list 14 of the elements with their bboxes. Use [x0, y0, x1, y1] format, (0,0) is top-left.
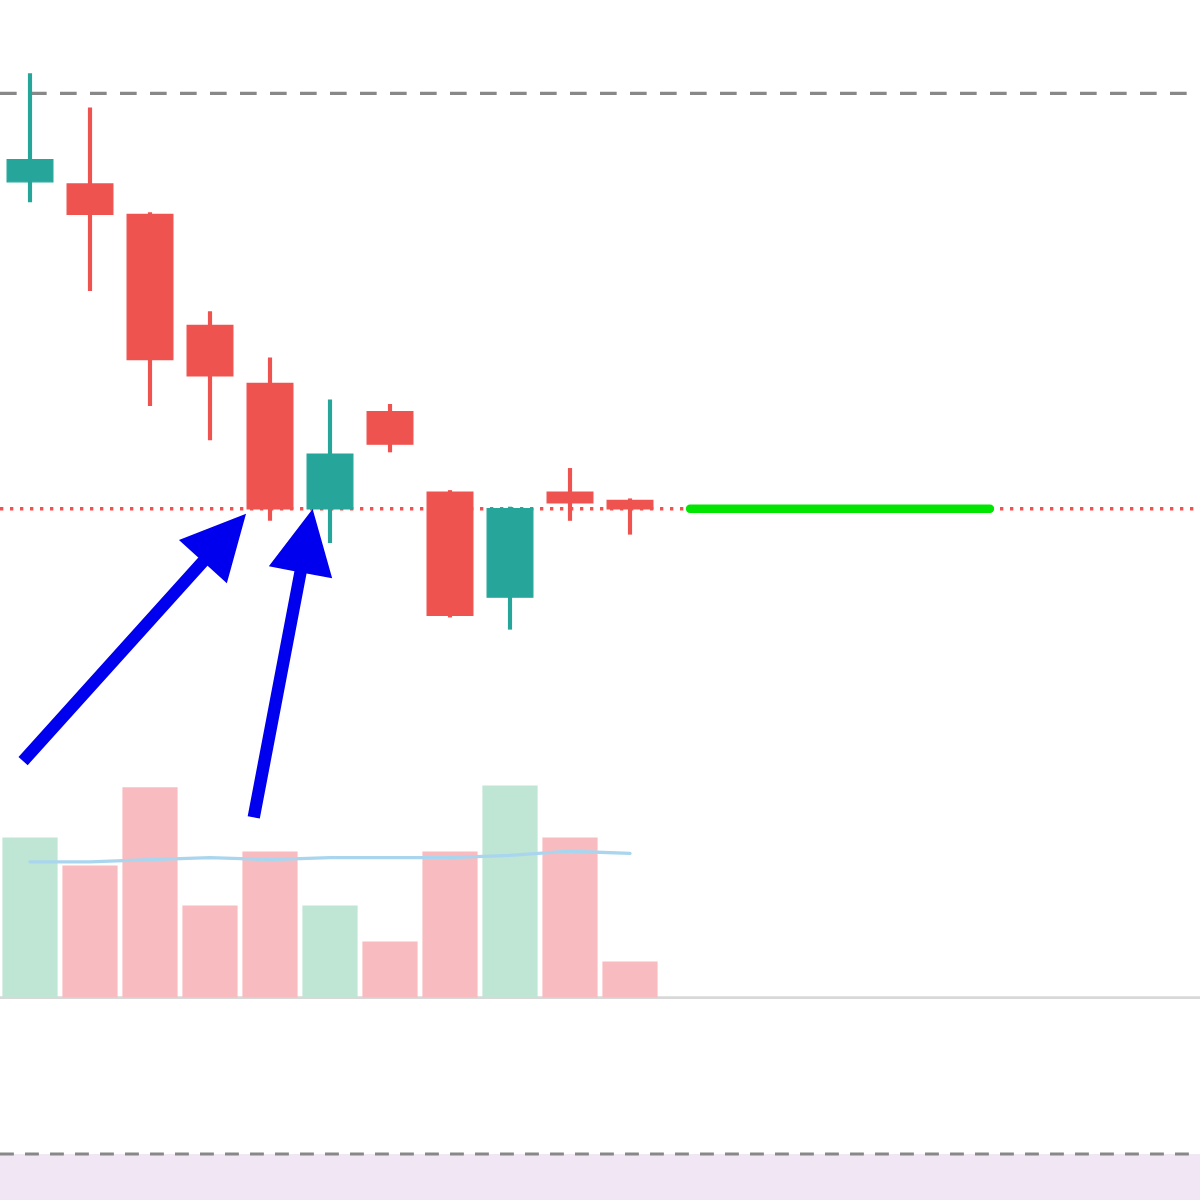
- bar: [182, 905, 238, 998]
- bar: [602, 961, 658, 998]
- bar: [62, 865, 118, 998]
- candlestick: [6, 73, 54, 203]
- candlestick: [366, 403, 414, 453]
- bar: [542, 837, 598, 998]
- bar: [482, 785, 538, 998]
- bar: [122, 787, 178, 998]
- candlestick: [66, 107, 114, 292]
- bar: [2, 837, 58, 998]
- bar: [242, 851, 298, 998]
- bar: [422, 851, 478, 998]
- bar: [302, 905, 358, 998]
- bar: [362, 941, 418, 998]
